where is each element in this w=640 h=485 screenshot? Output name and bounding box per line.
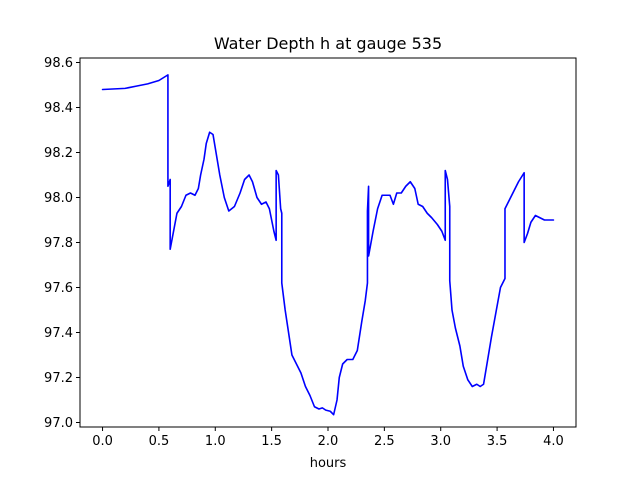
x-tick-label: 2.0 [318, 434, 339, 449]
y-tick-label: 98.2 [44, 146, 73, 161]
x-tick-label: 1.0 [205, 434, 226, 449]
series-layer [101, 74, 555, 416]
x-axis: 0.0 0.5 1.0 1.5 2.0 2.5 3.0 3.5 4.0 [92, 427, 564, 449]
x-axis-title: hours [310, 456, 347, 471]
y-tick-label: 98.6 [44, 56, 73, 71]
y-tick-label: 97.8 [44, 236, 73, 251]
y-tick-label: 98.4 [44, 101, 73, 116]
y-tick-label: 97.6 [44, 281, 73, 296]
x-tick-label: 3.5 [487, 434, 508, 449]
y-tick-label: 97.2 [44, 371, 73, 386]
y-tick-label: 98.0 [44, 191, 73, 206]
x-tick-label: 3.0 [430, 434, 451, 449]
y-tick-label: 97.0 [44, 416, 73, 431]
chart-title: Water Depth h at gauge 535 [214, 34, 442, 53]
x-tick-label: 0.0 [92, 434, 113, 449]
y-axis: 97.0 97.2 97.4 97.6 97.8 98.0 98.2 98.4 98.6 [44, 56, 80, 431]
series-line-water-depth [101, 74, 555, 416]
x-tick-label: 4.0 [543, 434, 564, 449]
x-tick-label: 2.5 [374, 434, 395, 449]
y-tick-label: 97.4 [44, 326, 73, 341]
x-tick-label: 1.5 [261, 434, 282, 449]
x-tick-label: 0.5 [149, 434, 170, 449]
